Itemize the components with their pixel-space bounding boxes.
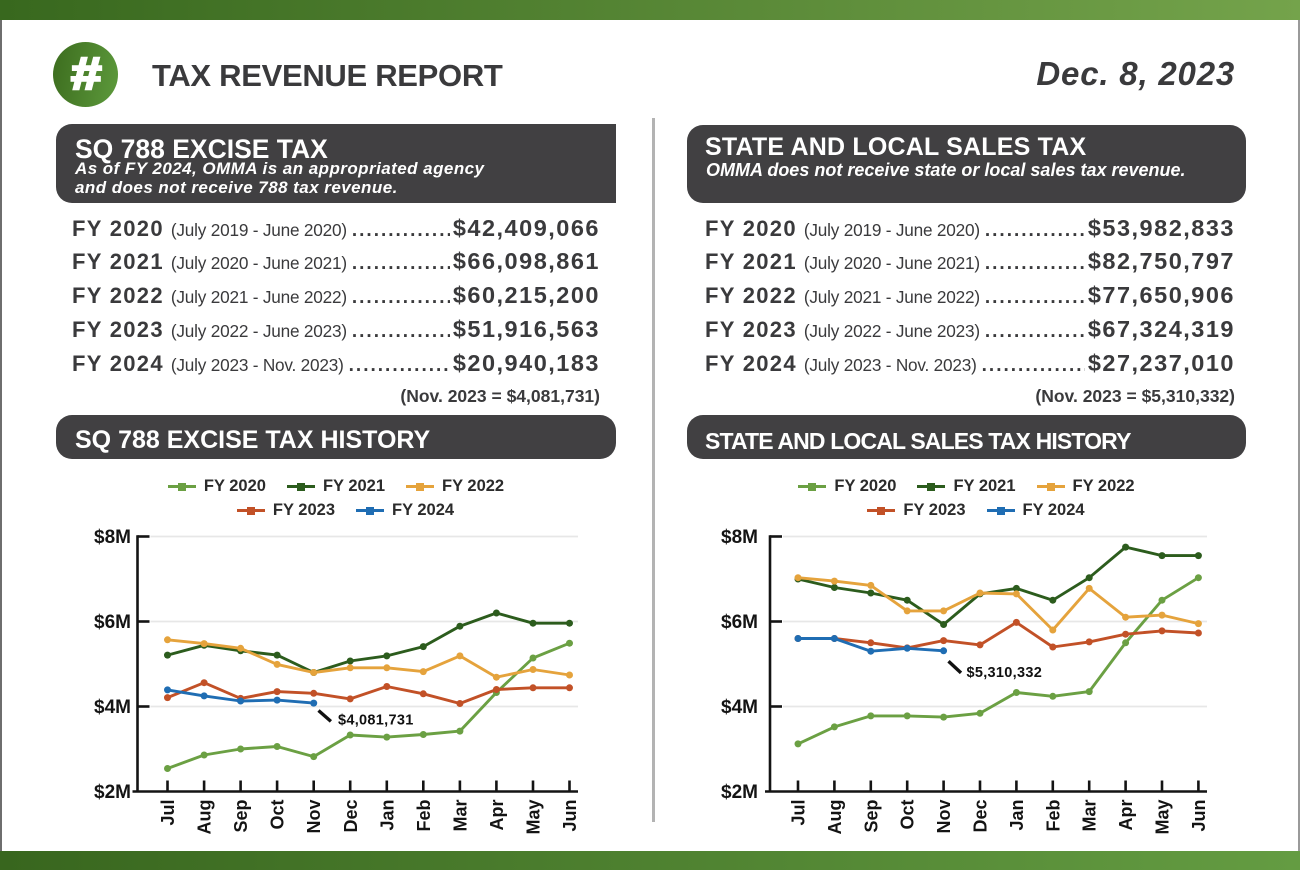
svg-text:Oct: Oct xyxy=(898,800,918,830)
svg-text:Dec: Dec xyxy=(971,800,991,833)
svg-text:Sep: Sep xyxy=(861,799,881,832)
svg-text:$6M: $6M xyxy=(94,612,131,633)
svg-text:Aug: Aug xyxy=(195,800,215,835)
svg-text:Apr: Apr xyxy=(487,800,507,831)
svg-text:Mar: Mar xyxy=(1080,800,1100,832)
svg-text:Jul: Jul xyxy=(158,800,178,826)
svg-text:Jan: Jan xyxy=(377,800,397,831)
svg-text:Jul: Jul xyxy=(789,800,809,826)
svg-text:$2M: $2M xyxy=(721,782,758,803)
svg-text:Feb: Feb xyxy=(414,800,434,832)
svg-text:$4,081,731: $4,081,731 xyxy=(338,712,414,728)
svg-text:Dec: Dec xyxy=(341,800,361,833)
svg-text:$6M: $6M xyxy=(721,612,758,633)
svg-text:$8M: $8M xyxy=(94,527,131,548)
svg-text:May: May xyxy=(524,800,544,835)
svg-text:Sep: Sep xyxy=(231,799,251,832)
svg-text:$5,310,332: $5,310,332 xyxy=(967,665,1043,681)
svg-text:Jan: Jan xyxy=(1007,800,1027,831)
svg-text:May: May xyxy=(1153,800,1173,835)
svg-text:$8M: $8M xyxy=(721,527,758,548)
svg-text:Aug: Aug xyxy=(825,800,845,835)
svg-text:Oct: Oct xyxy=(268,800,288,830)
svg-text:Nov: Nov xyxy=(304,800,324,834)
svg-text:Mar: Mar xyxy=(450,800,470,832)
svg-text:Jun: Jun xyxy=(1189,800,1209,832)
svg-text:Jun: Jun xyxy=(560,800,580,832)
svg-text:Nov: Nov xyxy=(934,800,954,834)
svg-text:$4M: $4M xyxy=(94,697,131,718)
svg-text:$2M: $2M xyxy=(94,782,131,803)
svg-text:Feb: Feb xyxy=(1043,800,1063,832)
svg-text:Apr: Apr xyxy=(1116,800,1136,831)
svg-text:$4M: $4M xyxy=(721,697,758,718)
